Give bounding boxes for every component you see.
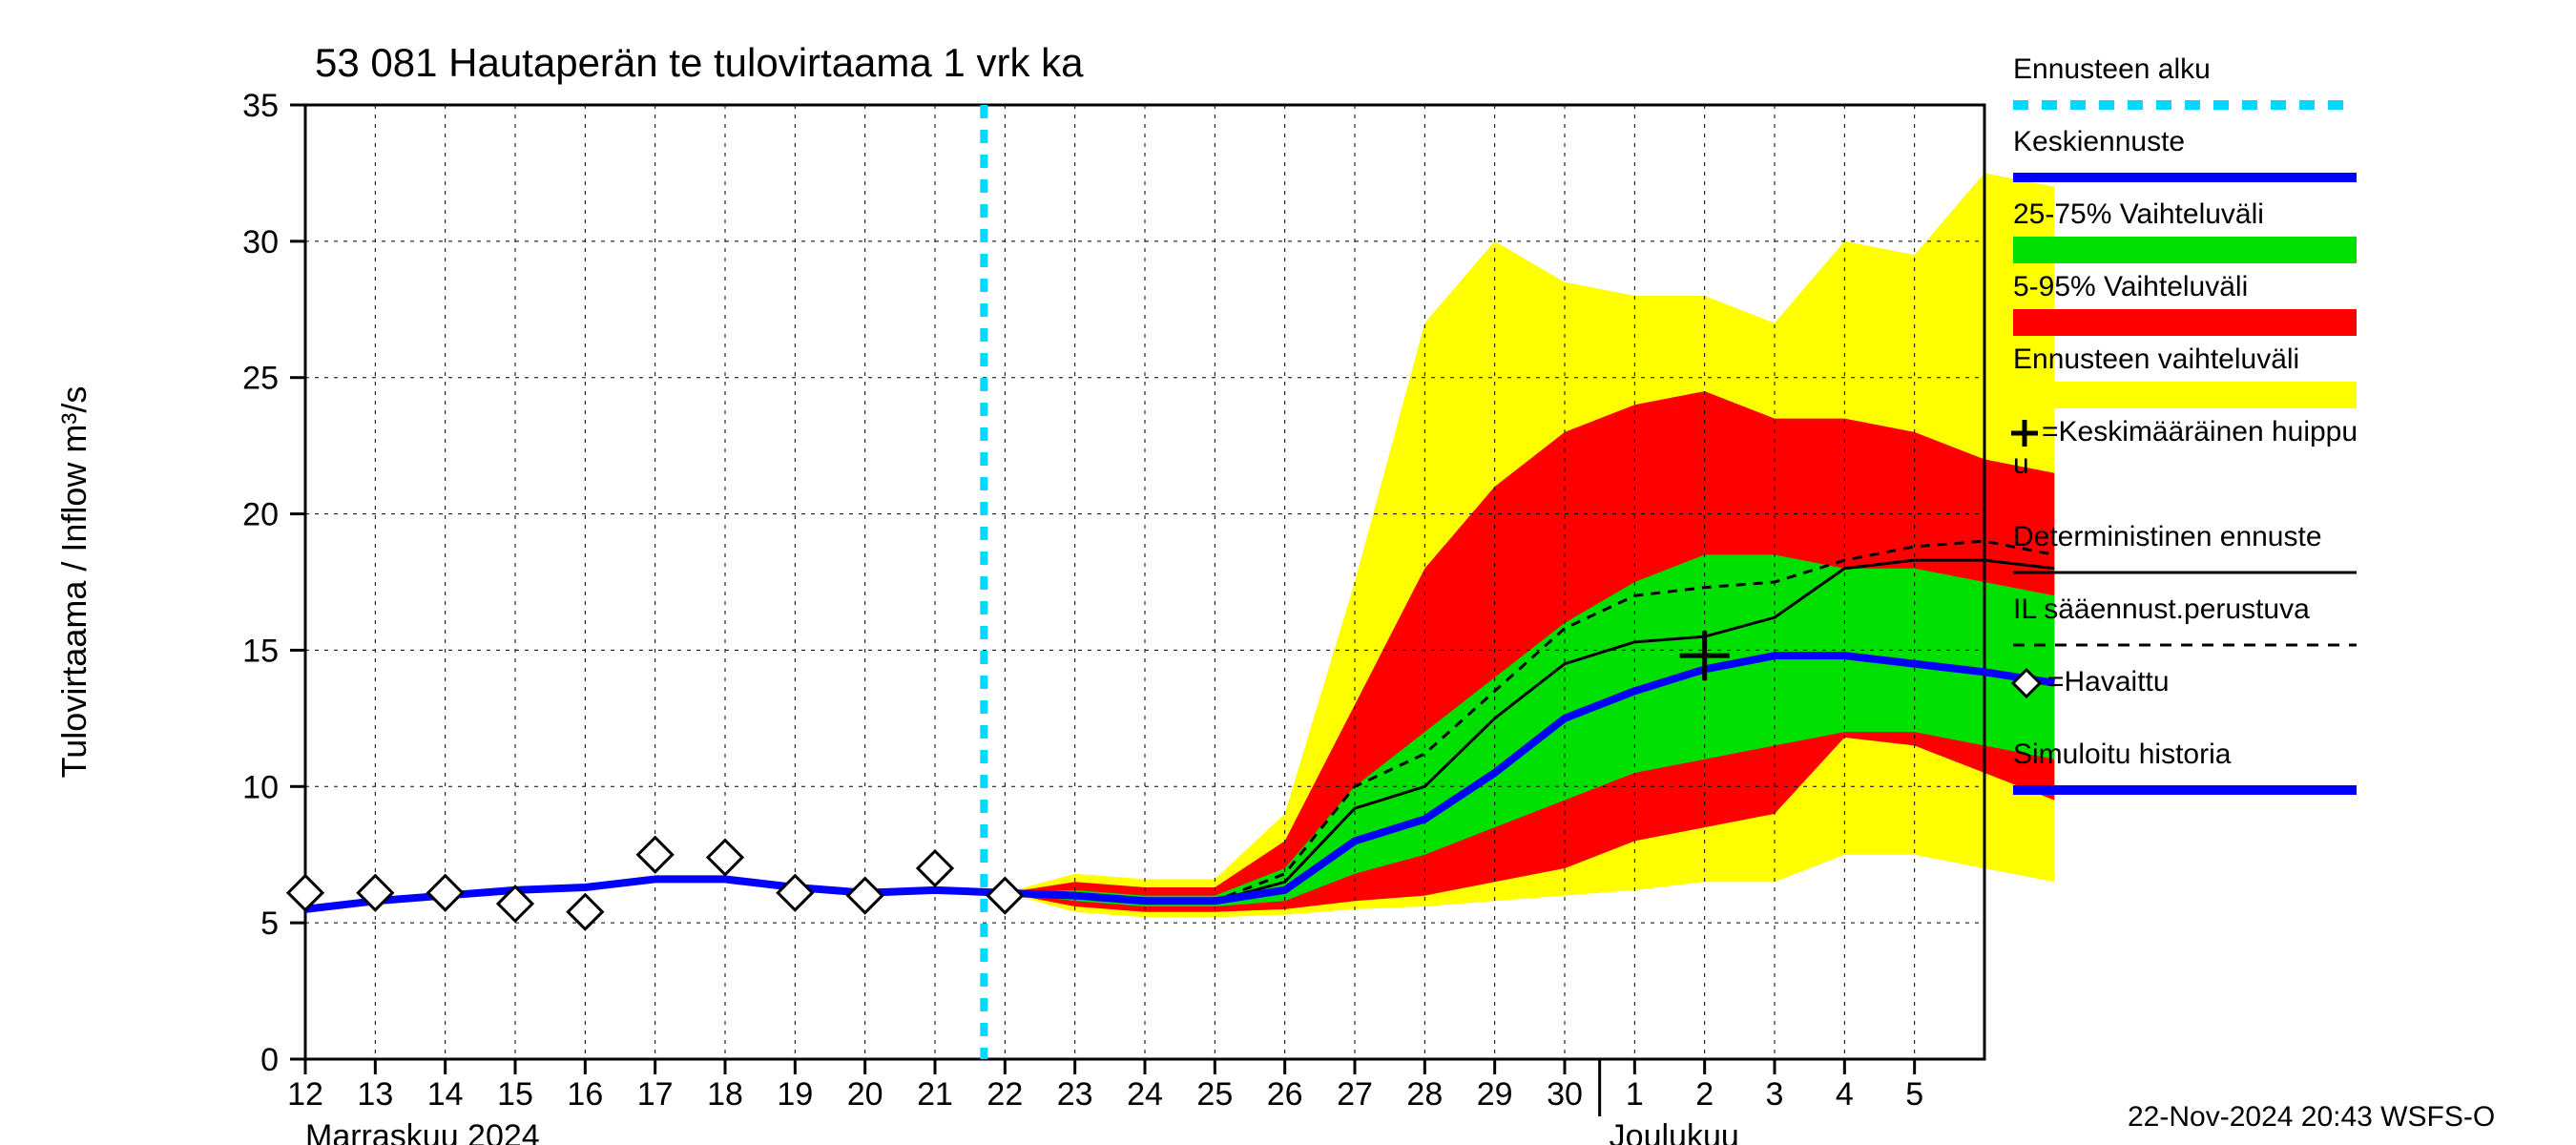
legend-swatch — [2013, 237, 2357, 263]
xtick-label: 19 — [777, 1076, 813, 1113]
observed-marker — [568, 895, 602, 929]
legend-label-v25_75: 25-75% Vaihteluväli — [2013, 198, 2264, 230]
observed-marker — [918, 851, 952, 885]
xtick-label: 15 — [497, 1076, 533, 1113]
inflow-forecast-chart: 0510152025303512131415161718192021222324… — [0, 0, 2576, 1145]
legend-label-keskiennuste: Keskiennuste — [2013, 126, 2185, 157]
ytick-label: 20 — [242, 497, 279, 533]
legend-label-huippu-wrap: u — [2013, 448, 2029, 480]
xtick-label: 16 — [567, 1076, 603, 1113]
legend-swatch — [2013, 309, 2357, 336]
ytick-label: 15 — [242, 633, 279, 669]
xtick-label: 4 — [1836, 1076, 1854, 1113]
xtick-label: 1 — [1626, 1076, 1644, 1113]
xtick-label: 22 — [987, 1076, 1023, 1113]
xtick-label: 20 — [847, 1076, 883, 1113]
ytick-label: 25 — [242, 361, 279, 397]
legend-label-il: IL sääennust.perustuva — [2013, 593, 2310, 625]
legend-label-v5_95: 5-95% Vaihteluväli — [2013, 271, 2248, 302]
ytick-label: 5 — [260, 906, 279, 942]
observed-marker — [848, 879, 883, 913]
legend-label-det: Deterministinen ennuste — [2013, 521, 2322, 552]
observed-marker — [638, 838, 673, 872]
legend-swatch — [2013, 382, 2357, 408]
legend-label-ennusteen_alku: Ennusteen alku — [2013, 53, 2211, 85]
ytick-label: 0 — [260, 1042, 279, 1078]
xtick-label: 21 — [917, 1076, 953, 1113]
xtick-label: 12 — [287, 1076, 323, 1113]
ytick-label: 30 — [242, 224, 279, 260]
xtick-label: 13 — [357, 1076, 393, 1113]
month1-fi: Marraskuu 2024 — [305, 1118, 540, 1145]
legend-label-hav: =Havaittu — [2047, 666, 2170, 697]
legend-label-sim: Simuloitu historia — [2013, 739, 2232, 770]
xtick-label: 2 — [1695, 1076, 1714, 1113]
xtick-label: 18 — [707, 1076, 743, 1113]
xtick-label: 25 — [1196, 1076, 1233, 1113]
xtick-label: 26 — [1267, 1076, 1303, 1113]
month2-fi: Joulukuu — [1610, 1118, 1739, 1145]
y-axis-label: Tulovirtaama / Inflow m³/s — [54, 386, 93, 779]
xtick-label: 23 — [1057, 1076, 1093, 1113]
ytick-label: 35 — [242, 88, 279, 124]
observed-marker — [428, 876, 463, 910]
xtick-label: 29 — [1477, 1076, 1513, 1113]
chart-title: 53 081 Hautaperän te tulovirtaama 1 vrk … — [315, 40, 1084, 85]
xtick-label: 30 — [1547, 1076, 1583, 1113]
observed-marker — [778, 876, 812, 910]
xtick-label: 24 — [1127, 1076, 1163, 1113]
legend-label-huippu: =Keskimääräinen huippu — [2042, 416, 2358, 448]
xtick-label: 3 — [1766, 1076, 1784, 1113]
xtick-label: 5 — [1905, 1076, 1923, 1113]
xtick-label: 17 — [637, 1076, 674, 1113]
ytick-label: 10 — [242, 769, 279, 805]
xtick-label: 27 — [1337, 1076, 1373, 1113]
xtick-label: 28 — [1406, 1076, 1443, 1113]
xtick-label: 14 — [427, 1076, 464, 1113]
footer-timestamp: 22-Nov-2024 20:43 WSFS-O — [2128, 1101, 2495, 1133]
observed-marker — [708, 841, 742, 875]
observed-marker — [987, 879, 1022, 913]
legend-label-vfull: Ennusteen vaihteluväli — [2013, 344, 2299, 375]
